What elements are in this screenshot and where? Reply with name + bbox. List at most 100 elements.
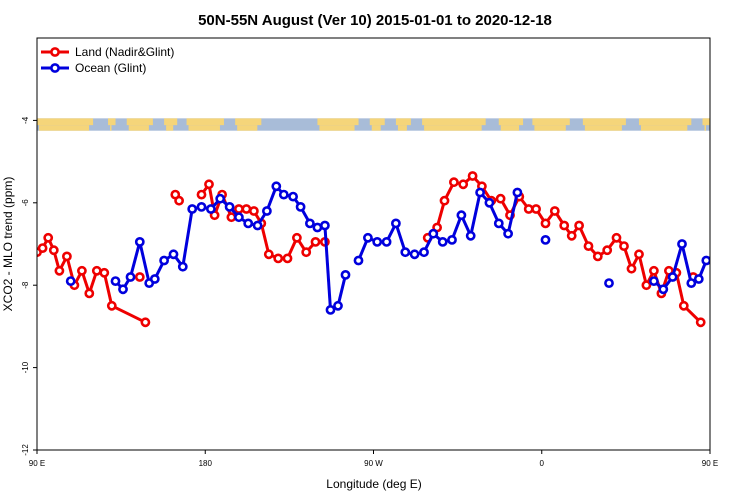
data-point: [693, 274, 704, 284]
data-point: [409, 249, 420, 260]
data-point: [678, 300, 689, 311]
data-point: [134, 272, 145, 282]
map-land-patch: [582, 118, 626, 126]
data-point: [634, 249, 644, 260]
data-point: [252, 220, 263, 231]
data-point: [484, 197, 495, 208]
legend-label: Land (Nadir&Glint): [75, 45, 174, 59]
data-point: [134, 236, 145, 247]
data-point: [168, 249, 179, 260]
data-point: [233, 204, 244, 214]
y-tick-label: -4: [21, 116, 30, 124]
data-point: [312, 222, 323, 233]
data-point: [362, 232, 373, 243]
map-land-patch: [371, 125, 381, 131]
data-point: [619, 241, 629, 251]
map-land-patch: [532, 118, 570, 126]
data-point: [118, 284, 128, 295]
data-point: [224, 201, 235, 212]
data-point: [503, 228, 513, 239]
data-point: [649, 276, 659, 286]
data-point: [263, 249, 274, 260]
map-land-patch: [186, 118, 224, 126]
series-line: [323, 225, 332, 310]
y-tick-label: -8: [21, 281, 30, 289]
plot-area: [37, 171, 710, 328]
data-point: [37, 243, 48, 253]
data-point: [583, 241, 594, 251]
data-point: [448, 177, 459, 188]
data-point: [196, 201, 207, 212]
x-tick-label: 90 E: [702, 459, 718, 468]
map-land-patch: [237, 125, 258, 131]
x-tick-label: 90 E: [29, 459, 45, 468]
data-point: [658, 284, 669, 295]
data-point: [456, 210, 467, 221]
map-land-patch: [369, 118, 385, 126]
map-land-patch: [640, 125, 688, 131]
legend-swatch-marker: [50, 47, 60, 57]
data-point: [43, 232, 54, 243]
data-point: [319, 220, 330, 231]
data-point: [695, 317, 706, 328]
data-point: [602, 245, 613, 256]
data-point: [611, 232, 622, 243]
map-land-patch: [108, 118, 116, 126]
series-land: [37, 171, 706, 328]
map-land-patch: [128, 125, 149, 131]
data-point: [196, 189, 207, 200]
data-point: [62, 251, 72, 262]
y-tick-label: -6: [21, 199, 30, 207]
map-land-patch: [422, 118, 486, 126]
data-point: [241, 204, 252, 214]
data-point: [667, 272, 678, 282]
series-ocean: [65, 181, 710, 315]
data-point: [495, 193, 506, 204]
map-land-patch: [584, 125, 622, 131]
data-point: [282, 253, 293, 264]
data-point: [215, 193, 226, 204]
data-point: [475, 187, 485, 198]
data-point: [531, 204, 541, 214]
data-point: [574, 220, 584, 231]
data-point: [110, 276, 121, 286]
data-point: [437, 236, 448, 247]
map-land-patch: [235, 118, 262, 126]
data-point: [641, 280, 652, 291]
data-point: [278, 189, 289, 200]
data-point: [649, 265, 659, 276]
map-land-patch: [534, 125, 566, 131]
legend-label: Ocean (Glint): [75, 61, 146, 75]
data-point: [493, 218, 504, 229]
data-point: [390, 218, 401, 229]
data-point: [381, 236, 392, 247]
chart-title: 50N-55N August (Ver 10) 2015-01-01 to 20…: [198, 12, 552, 29]
data-point: [512, 187, 523, 198]
y-axis: -4 -6 -8 -10 -12: [21, 116, 37, 456]
data-point: [465, 230, 476, 241]
data-point: [686, 278, 697, 288]
data-point: [701, 255, 710, 266]
data-point: [149, 274, 160, 284]
y-tick-label: -12: [21, 444, 30, 456]
data-point: [77, 265, 87, 276]
data-point: [467, 171, 478, 181]
x-axis: 90 E 180 90 W 0 90 E: [29, 450, 718, 468]
data-point: [304, 218, 315, 229]
data-point: [187, 204, 198, 214]
map-land-patch: [397, 125, 407, 131]
series-line: [200, 182, 325, 260]
data-point: [99, 267, 110, 278]
data-point: [91, 265, 102, 276]
data-point: [559, 220, 570, 231]
data-point: [84, 288, 95, 299]
data-point: [54, 265, 65, 276]
data-point: [248, 206, 259, 216]
data-point: [458, 179, 469, 190]
x-tick-label: 180: [199, 459, 213, 468]
map-land-patch: [39, 125, 90, 131]
map-strip: [37, 118, 710, 131]
data-point: [125, 272, 136, 282]
data-point: [205, 204, 216, 214]
map-land-patch: [319, 125, 355, 131]
